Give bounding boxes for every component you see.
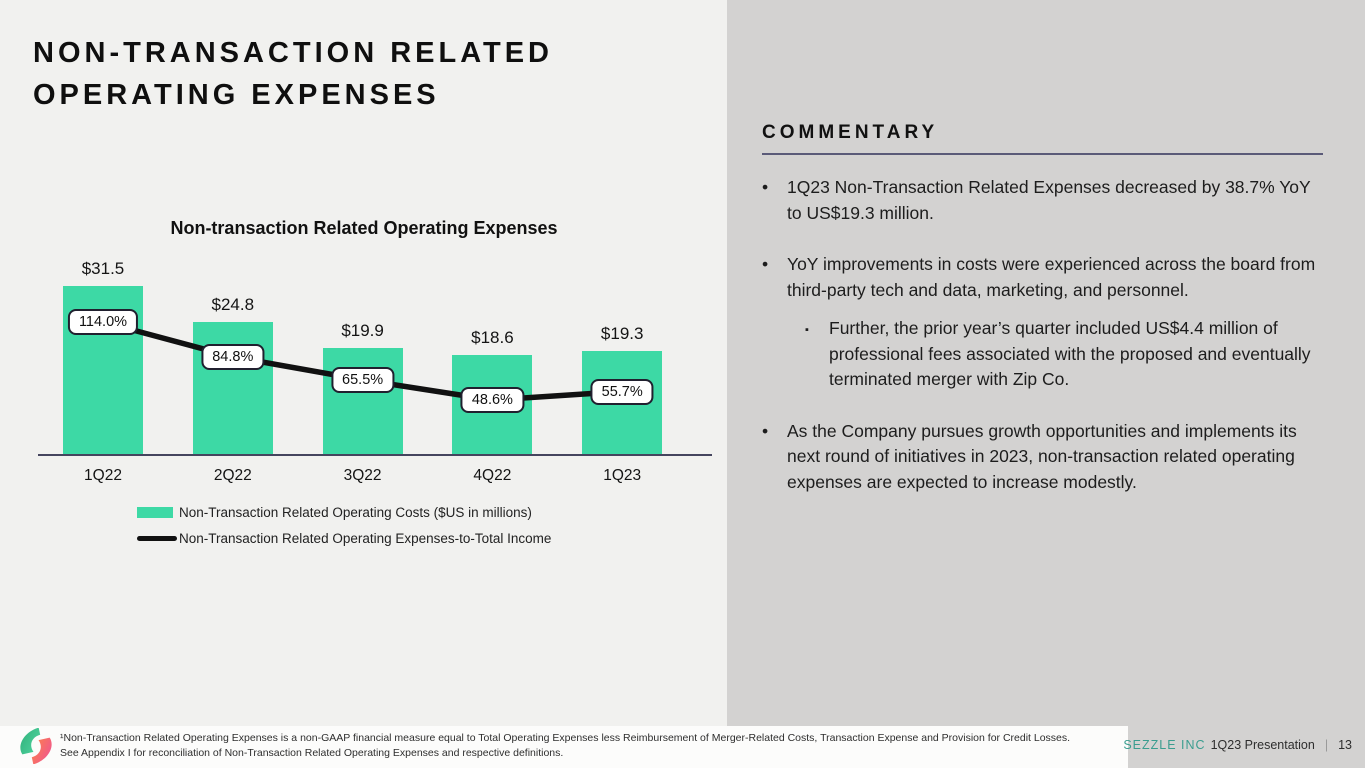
bullet-marker: • <box>762 420 769 441</box>
footer-divider: | <box>1324 738 1329 752</box>
brand-name: SEZZLE INC <box>1123 738 1206 752</box>
percent-label: 48.6% <box>460 387 524 413</box>
bullet-marker: • <box>762 177 769 197</box>
commentary-panel-background <box>727 0 1365 768</box>
x-axis-label-3Q22: 3Q22 <box>343 467 382 484</box>
commentary-section: COMMENTARY • 1Q23 Non-Transaction Related… <box>762 122 1323 521</box>
bar-3Q22 <box>322 348 403 455</box>
commentary-list: • 1Q23 Non-Transaction Related Expenses d… <box>762 175 1323 495</box>
legend-label: Non-Transaction Related Operating Costs … <box>179 505 532 520</box>
footnote-band <box>0 726 1128 768</box>
bullet-marker: • <box>762 254 769 274</box>
chart-title: Non-transaction Related Operating Expens… <box>170 218 558 238</box>
footnote-line1: ¹Non-Transaction Related Operating Expen… <box>60 732 1071 744</box>
sezzle-logo-icon <box>20 728 52 764</box>
deck-title: 1Q23 Presentation <box>1210 738 1315 752</box>
percent-label: 114.0% <box>67 309 139 335</box>
bullet-text: As the Company pursues growth opportunit… <box>787 420 1297 492</box>
slide-title-line2: OPERATING EXPENSES <box>33 79 440 111</box>
sub-bullet-item: ▪ Further, the prior year’s quarter inclu… <box>762 316 1323 393</box>
slide-title-line1: NON-TRANSACTION RELATED <box>33 37 553 69</box>
footnote: ¹Non-Transaction Related Operating Expen… <box>60 731 1070 760</box>
bullet-text: YoY improvements in costs were experienc… <box>787 254 1316 300</box>
x-axis-label-4Q22: 4Q22 <box>473 467 512 484</box>
bar-value-label: $18.6 <box>471 328 514 347</box>
slide-title: NON-TRANSACTION RELATED OPERATING EXPENS… <box>33 32 553 116</box>
bullet-text: 1Q23 Non-Transaction Related Expenses de… <box>787 177 1311 223</box>
x-axis-label-1Q22: 1Q22 <box>84 467 122 484</box>
bar-value-label: $19.3 <box>600 324 644 343</box>
square-bullet-marker: ▪ <box>805 324 809 336</box>
commentary-heading: COMMENTARY <box>762 122 939 143</box>
percent-label: 65.5% <box>331 366 395 393</box>
bar-value-label: $24.8 <box>211 295 255 314</box>
footnote-line2: See Appendix I for reconciliation of Non… <box>60 746 564 759</box>
legend-item-line: Non-Transaction Related Operating Expens… <box>137 531 551 546</box>
legend-label: Non-Transaction Related Operating Expens… <box>179 531 552 546</box>
percent-label: 84.8% <box>201 343 265 370</box>
x-axis-line <box>38 454 712 456</box>
x-axis-label-1Q23: 1Q23 <box>603 467 642 484</box>
commentary-underline <box>762 153 1323 155</box>
bar-value-label: $31.5 <box>81 259 125 278</box>
bullet-item: • YoY improvements in costs were experien… <box>762 252 1323 303</box>
bar-2Q22 <box>192 322 273 455</box>
chart-legend: Non-Transaction Related Operating Costs … <box>137 505 551 546</box>
bullet-item: • As the Company pursues growth opportuni… <box>762 419 1323 496</box>
bar-value-label: $19.9 <box>341 321 384 340</box>
bar-series-swatch <box>137 507 173 518</box>
bullet-item: • 1Q23 Non-Transaction Related Expenses d… <box>762 175 1323 226</box>
bullet-text: Further, the prior year’s quarter includ… <box>829 318 1311 389</box>
page-number: 13 <box>1338 738 1352 752</box>
percent-label: 55.7% <box>590 378 654 405</box>
footer-right: SEZZLE INC 1Q23 Presentation | 13 <box>1123 738 1352 752</box>
line-series-swatch <box>137 536 177 541</box>
legend-item-bars: Non-Transaction Related Operating Costs … <box>137 505 551 520</box>
x-axis-label-2Q22: 2Q22 <box>213 467 252 484</box>
